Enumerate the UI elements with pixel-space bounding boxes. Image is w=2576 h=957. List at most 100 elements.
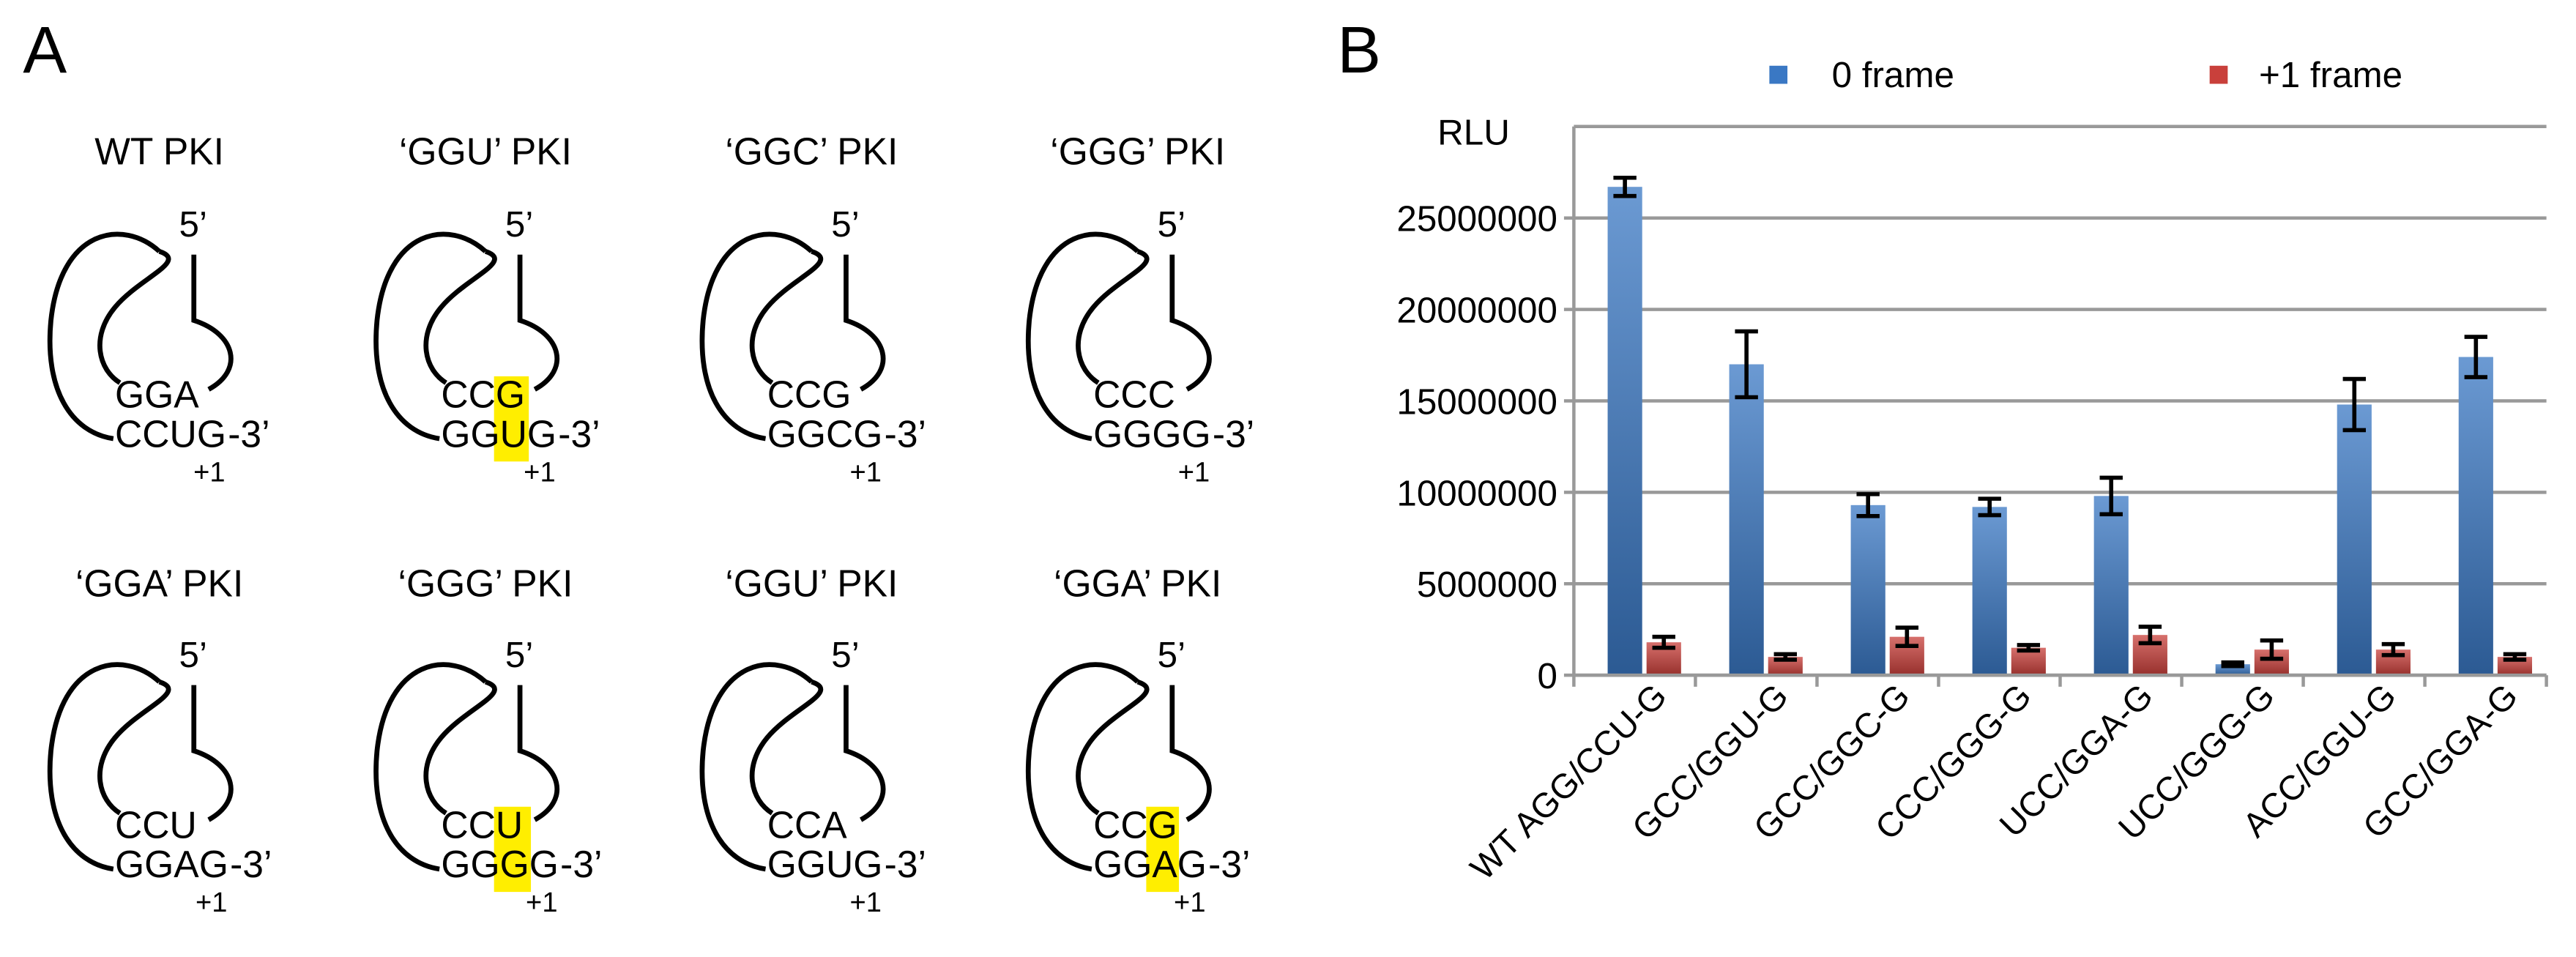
five-prime: 5’ (1158, 635, 1185, 675)
panel-label: B (1337, 14, 1381, 87)
error-bar (2464, 335, 2488, 379)
three-prime: -3’ (558, 412, 600, 455)
y-tick-label: 10000000 (1396, 473, 1557, 513)
error-bar (2503, 652, 2527, 662)
outer-loop (699, 231, 814, 442)
error-bar (1773, 652, 1797, 662)
inner-loop (749, 679, 824, 816)
panel-label: A (23, 14, 67, 87)
y-tick-label: 20000000 (1396, 291, 1557, 331)
error-bar (2342, 376, 2366, 433)
diagram-title: ‘GGG’ PKI (1050, 130, 1225, 172)
bottom-strand: GGAG (115, 843, 228, 885)
three-prime: -3’ (1208, 843, 1250, 885)
diagram-title: ‘GGG’ PKI (398, 562, 573, 604)
error-bar (2138, 625, 2162, 646)
top-strand: GGA (115, 373, 199, 415)
diagram-title: WT PKI (94, 130, 224, 172)
inner-loop (749, 249, 824, 385)
error-bar (1735, 329, 1758, 400)
bottom-strand: GGAG (1093, 843, 1207, 885)
diagram-title: ‘GGA’ PKI (1054, 562, 1221, 604)
bar-shade (1607, 187, 1642, 676)
inner-loop (1076, 679, 1150, 816)
five-prime: 5’ (831, 635, 859, 675)
error-bar (2017, 643, 2041, 653)
three-prime: -3’ (560, 843, 602, 885)
inner-loop (1076, 249, 1150, 385)
highlight (494, 376, 529, 462)
plus-one: +1 (850, 456, 882, 488)
plus-one: +1 (1174, 887, 1205, 918)
legend-swatch (2209, 65, 2228, 84)
diagram-title: ‘GGA’ PKI (75, 562, 243, 604)
bottom-strand: GGGG (1093, 412, 1211, 455)
five-prime: 5’ (179, 204, 207, 245)
error-bar (1895, 625, 1919, 649)
stem (191, 254, 234, 392)
outer-loop (373, 662, 488, 872)
outer-loop (47, 231, 161, 442)
error-bar (2260, 638, 2284, 661)
top-strand: CCG (767, 373, 852, 415)
stem (517, 685, 559, 822)
bar-shade (1850, 504, 1886, 676)
error-bar (2381, 641, 2405, 658)
plus-one: +1 (1178, 456, 1210, 488)
error-bar (1652, 634, 1675, 650)
five-prime: 5’ (505, 204, 533, 245)
error-bar (2099, 475, 2123, 517)
bottom-strand: GGUG (767, 843, 883, 885)
bar-shade (2337, 404, 2372, 676)
top-strand: CCU (115, 803, 197, 846)
legend-swatch (1769, 65, 1788, 84)
stem (844, 685, 886, 822)
stem (844, 254, 886, 392)
y-tick-label: 25000000 (1396, 199, 1557, 239)
error-bar (1613, 175, 1637, 198)
diagram-title: ‘GGC’ PKI (725, 130, 898, 172)
stem (517, 254, 559, 392)
y-axis-label: RLU (1437, 112, 1510, 152)
outer-loop (1026, 231, 1139, 442)
y-tick-label: 0 (1538, 656, 1557, 696)
outer-loop (373, 231, 488, 442)
inner-loop (423, 249, 497, 385)
top-strand: CCC (1093, 373, 1175, 415)
bar-shade (1729, 364, 1764, 676)
plus-one: +1 (850, 887, 882, 918)
inner-loop (97, 679, 171, 816)
bar-shade (1972, 507, 2007, 676)
bottom-strand: GGCG (767, 412, 883, 455)
stem (1169, 254, 1212, 392)
five-prime: 5’ (505, 635, 533, 675)
legend-label: 0 frame (1832, 55, 1954, 95)
plus-one: +1 (526, 887, 557, 918)
three-prime: -3’ (1213, 412, 1254, 455)
stem (191, 685, 234, 822)
bar-shade (2093, 496, 2129, 676)
stem (1169, 685, 1212, 822)
plus-one: +1 (196, 887, 227, 918)
outer-loop (47, 662, 161, 872)
plus-one: +1 (524, 456, 555, 488)
diagram-title: ‘GGU’ PKI (399, 130, 572, 172)
outer-loop (1026, 662, 1139, 872)
y-tick-label: 5000000 (1417, 565, 1557, 605)
highlight (494, 806, 532, 893)
five-prime: 5’ (179, 635, 207, 675)
bar-shade (2458, 357, 2493, 676)
plus-one: +1 (193, 456, 225, 488)
bottom-strand: CCUG (115, 412, 226, 455)
top-strand: CCG (1093, 803, 1177, 846)
inner-loop (423, 679, 497, 816)
highlight (1146, 806, 1180, 893)
legend-label: +1 frame (2259, 55, 2402, 95)
